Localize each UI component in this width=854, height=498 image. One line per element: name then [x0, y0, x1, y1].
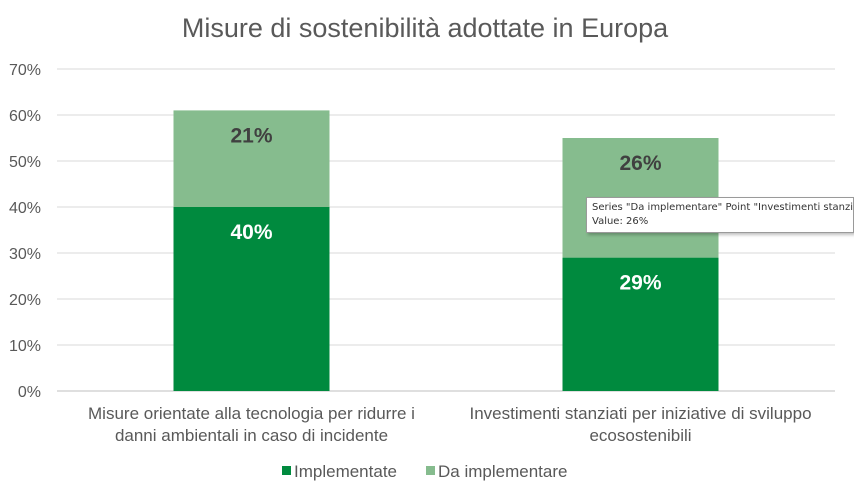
data-point-tooltip: Series "Da implementare" Point "Investim… [586, 197, 854, 233]
data-label: 29% [619, 272, 661, 295]
y-tick-label: 30% [9, 246, 41, 263]
x-category-label: danni ambientali in caso di incidente [115, 426, 388, 445]
y-tick-label: 70% [9, 62, 41, 79]
y-tick-label: 50% [9, 154, 41, 171]
y-tick-label: 60% [9, 108, 41, 125]
y-tick-label: 20% [9, 292, 41, 309]
x-category-label: ecosostenibili [589, 426, 691, 445]
x-axis: Misure orientate alla tecnologia per rid… [88, 404, 812, 445]
bar-segment [173, 207, 330, 391]
data-label: 26% [619, 152, 661, 175]
bar-segment [173, 110, 330, 207]
legend-swatch [426, 466, 435, 475]
bars: 40% 21% 29% 26% [173, 110, 719, 391]
data-label: 40% [230, 221, 272, 244]
y-tick-label: 0% [18, 384, 41, 401]
y-tick-label: 10% [9, 338, 41, 355]
legend-label: Da implementare [438, 462, 567, 481]
legend-label: Implementate [294, 462, 397, 481]
x-category-label: Misure orientate alla tecnologia per rid… [88, 404, 415, 423]
tooltip-series-point: Series "Da implementare" Point "Investim… [592, 202, 854, 213]
bar-segment [562, 257, 719, 391]
legend-swatch [282, 466, 291, 475]
x-category-label: Investimenti stanziati per iniziative di… [469, 404, 811, 423]
legend: Implementate Da implementare [282, 462, 567, 481]
data-label: 21% [230, 124, 272, 147]
y-tick-label: 40% [9, 200, 41, 217]
tooltip-value: Value: 26% [592, 216, 649, 227]
chart-title: Misure di sostenibilità adottate in Euro… [182, 13, 669, 43]
y-axis: 0% 10% 20% 30% 40% 50% 60% 70% [9, 62, 41, 401]
